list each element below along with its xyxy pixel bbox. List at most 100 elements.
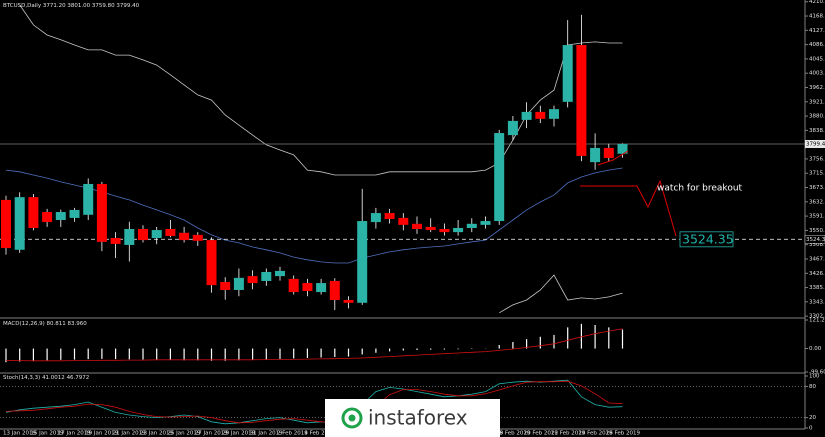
y-tick-label: 3838.75: [809, 128, 825, 134]
level-box: [804, 235, 825, 244]
title-value: 3799.40: [116, 3, 139, 9]
x-tick-label: 25 Jan 2019: [167, 431, 200, 437]
y-tick-label: 3673.75: [809, 185, 825, 191]
candle-body: [151, 230, 162, 239]
x-tick-label: 4 Feb 2019: [304, 431, 335, 437]
x-tick-label: 15 Jan 2019: [30, 431, 63, 437]
level-axis-label: 3524.35: [806, 237, 825, 243]
x-tick-label: 26 Feb 2019: [606, 431, 641, 437]
candle-body: [480, 221, 491, 225]
price-box: [805, 139, 825, 148]
indicator-title: Stoch(14,3,3) 41.0012 46.7972: [3, 375, 89, 381]
candle-body: [357, 221, 368, 303]
candle-body: [590, 147, 601, 163]
candle-body: [617, 143, 628, 154]
y-tick-label: -99.605: [809, 370, 825, 376]
candle-body: [412, 223, 422, 230]
x-tick-label: 19 Jan 2019: [85, 431, 118, 437]
stoch-main: [5, 379, 623, 425]
indicator-band: [5, 167, 623, 264]
x-tick-label: 31 Jan 2019: [250, 431, 283, 437]
title-value: 3771.20: [43, 3, 66, 9]
y-tick-label: 4086.25: [809, 42, 825, 48]
macd-title: MACD(12,26,9): [3, 321, 45, 327]
macd-readout: 80.811: [47, 321, 66, 327]
candle-body: [453, 227, 464, 233]
candle-body: [233, 277, 244, 290]
y-tick-label: 3426.25: [809, 271, 825, 277]
level-label: 3524.35: [682, 231, 734, 246]
y-tick-label: 20: [809, 415, 816, 421]
candle-body: [576, 45, 587, 156]
y-tick-label: 3756.25: [809, 156, 825, 162]
x-tick-label: 22 Feb 2019: [551, 431, 586, 437]
candle-body: [425, 226, 436, 231]
candle-body: [603, 147, 614, 158]
x-tick-label: 29 Jan 2019: [222, 431, 255, 437]
candle-body: [179, 232, 190, 241]
candle-body: [124, 229, 135, 245]
macd-readout: 83.960: [68, 321, 88, 327]
annotation: watch for breakout: [657, 184, 743, 194]
candle-body: [138, 229, 148, 241]
candle-body: [14, 197, 25, 250]
watermark-icon: [348, 414, 356, 422]
watermark: instaforex: [325, 399, 500, 437]
candle-body: [535, 111, 546, 119]
level-label-box: [679, 231, 734, 248]
chart-title: BTCUSD,Daily 3771.20 3801.00 3759.80 379…: [3, 3, 140, 9]
candle-body: [562, 45, 573, 102]
candle-body: [96, 183, 107, 242]
x-tick-label: 18 Feb 2019: [496, 431, 531, 437]
x-tick-label: 23 Jan 2019: [140, 431, 173, 437]
candle-body: [288, 278, 299, 293]
candle-body: [494, 133, 505, 222]
y-tick-label: 4127.50: [809, 28, 825, 34]
y-tick-label: 4045.00: [809, 56, 825, 62]
y-tick-label: 3715.00: [809, 171, 825, 177]
stoch-readout: 41.0012: [42, 375, 65, 381]
x-tick-label: 24 Feb 2019: [578, 431, 613, 437]
watermark-icon: [341, 407, 363, 429]
candle-body: [28, 197, 39, 228]
watermark-text: instaforex: [368, 406, 468, 430]
candle-body: [466, 223, 477, 228]
title-value: 3759.80: [92, 3, 115, 9]
y-tick-label: 80: [809, 384, 816, 390]
candle-body: [206, 240, 217, 286]
y-tick-label: 3550.00: [809, 228, 825, 234]
candle-body: [302, 283, 313, 292]
y-tick-label: 3962.50: [809, 85, 825, 91]
y-tick-label: 3343.75: [809, 299, 825, 305]
candle-body: [192, 234, 203, 241]
y-tick-label: 0.00: [809, 346, 822, 352]
y-tick-label: 4168.75: [809, 14, 825, 20]
annotation-line: [597, 150, 629, 166]
candle-body: [261, 271, 272, 281]
y-tick-label: 3880.00: [809, 114, 825, 120]
candle-body: [521, 111, 532, 120]
title-value: 3801.00: [67, 3, 90, 9]
y-tick-label: 100: [809, 374, 820, 380]
y-tick-label: 3385.00: [809, 285, 825, 291]
candle-body: [275, 270, 285, 277]
y-tick-label: 3921.25: [809, 99, 825, 105]
indicator-band: [499, 274, 623, 314]
candle-body: [69, 209, 80, 218]
candle-body: [398, 217, 409, 225]
candle-body: [439, 229, 450, 233]
x-tick-label: 2 Feb 2019: [277, 431, 308, 437]
candle-body: [247, 276, 258, 284]
y-tick-label: 3591.25: [809, 214, 825, 220]
stoch-signal: [5, 380, 623, 424]
indicator-title: MACD(12,26,9) 80.811 83.960: [3, 321, 87, 327]
stoch-title: Stoch(14,3,3): [3, 375, 40, 381]
candle-body: [42, 212, 53, 223]
y-tick-label: 4003.75: [809, 71, 825, 77]
x-tick-label: 27 Jan 2019: [195, 431, 228, 437]
candle-body: [343, 300, 354, 303]
y-tick-label: 3632.50: [809, 199, 825, 205]
